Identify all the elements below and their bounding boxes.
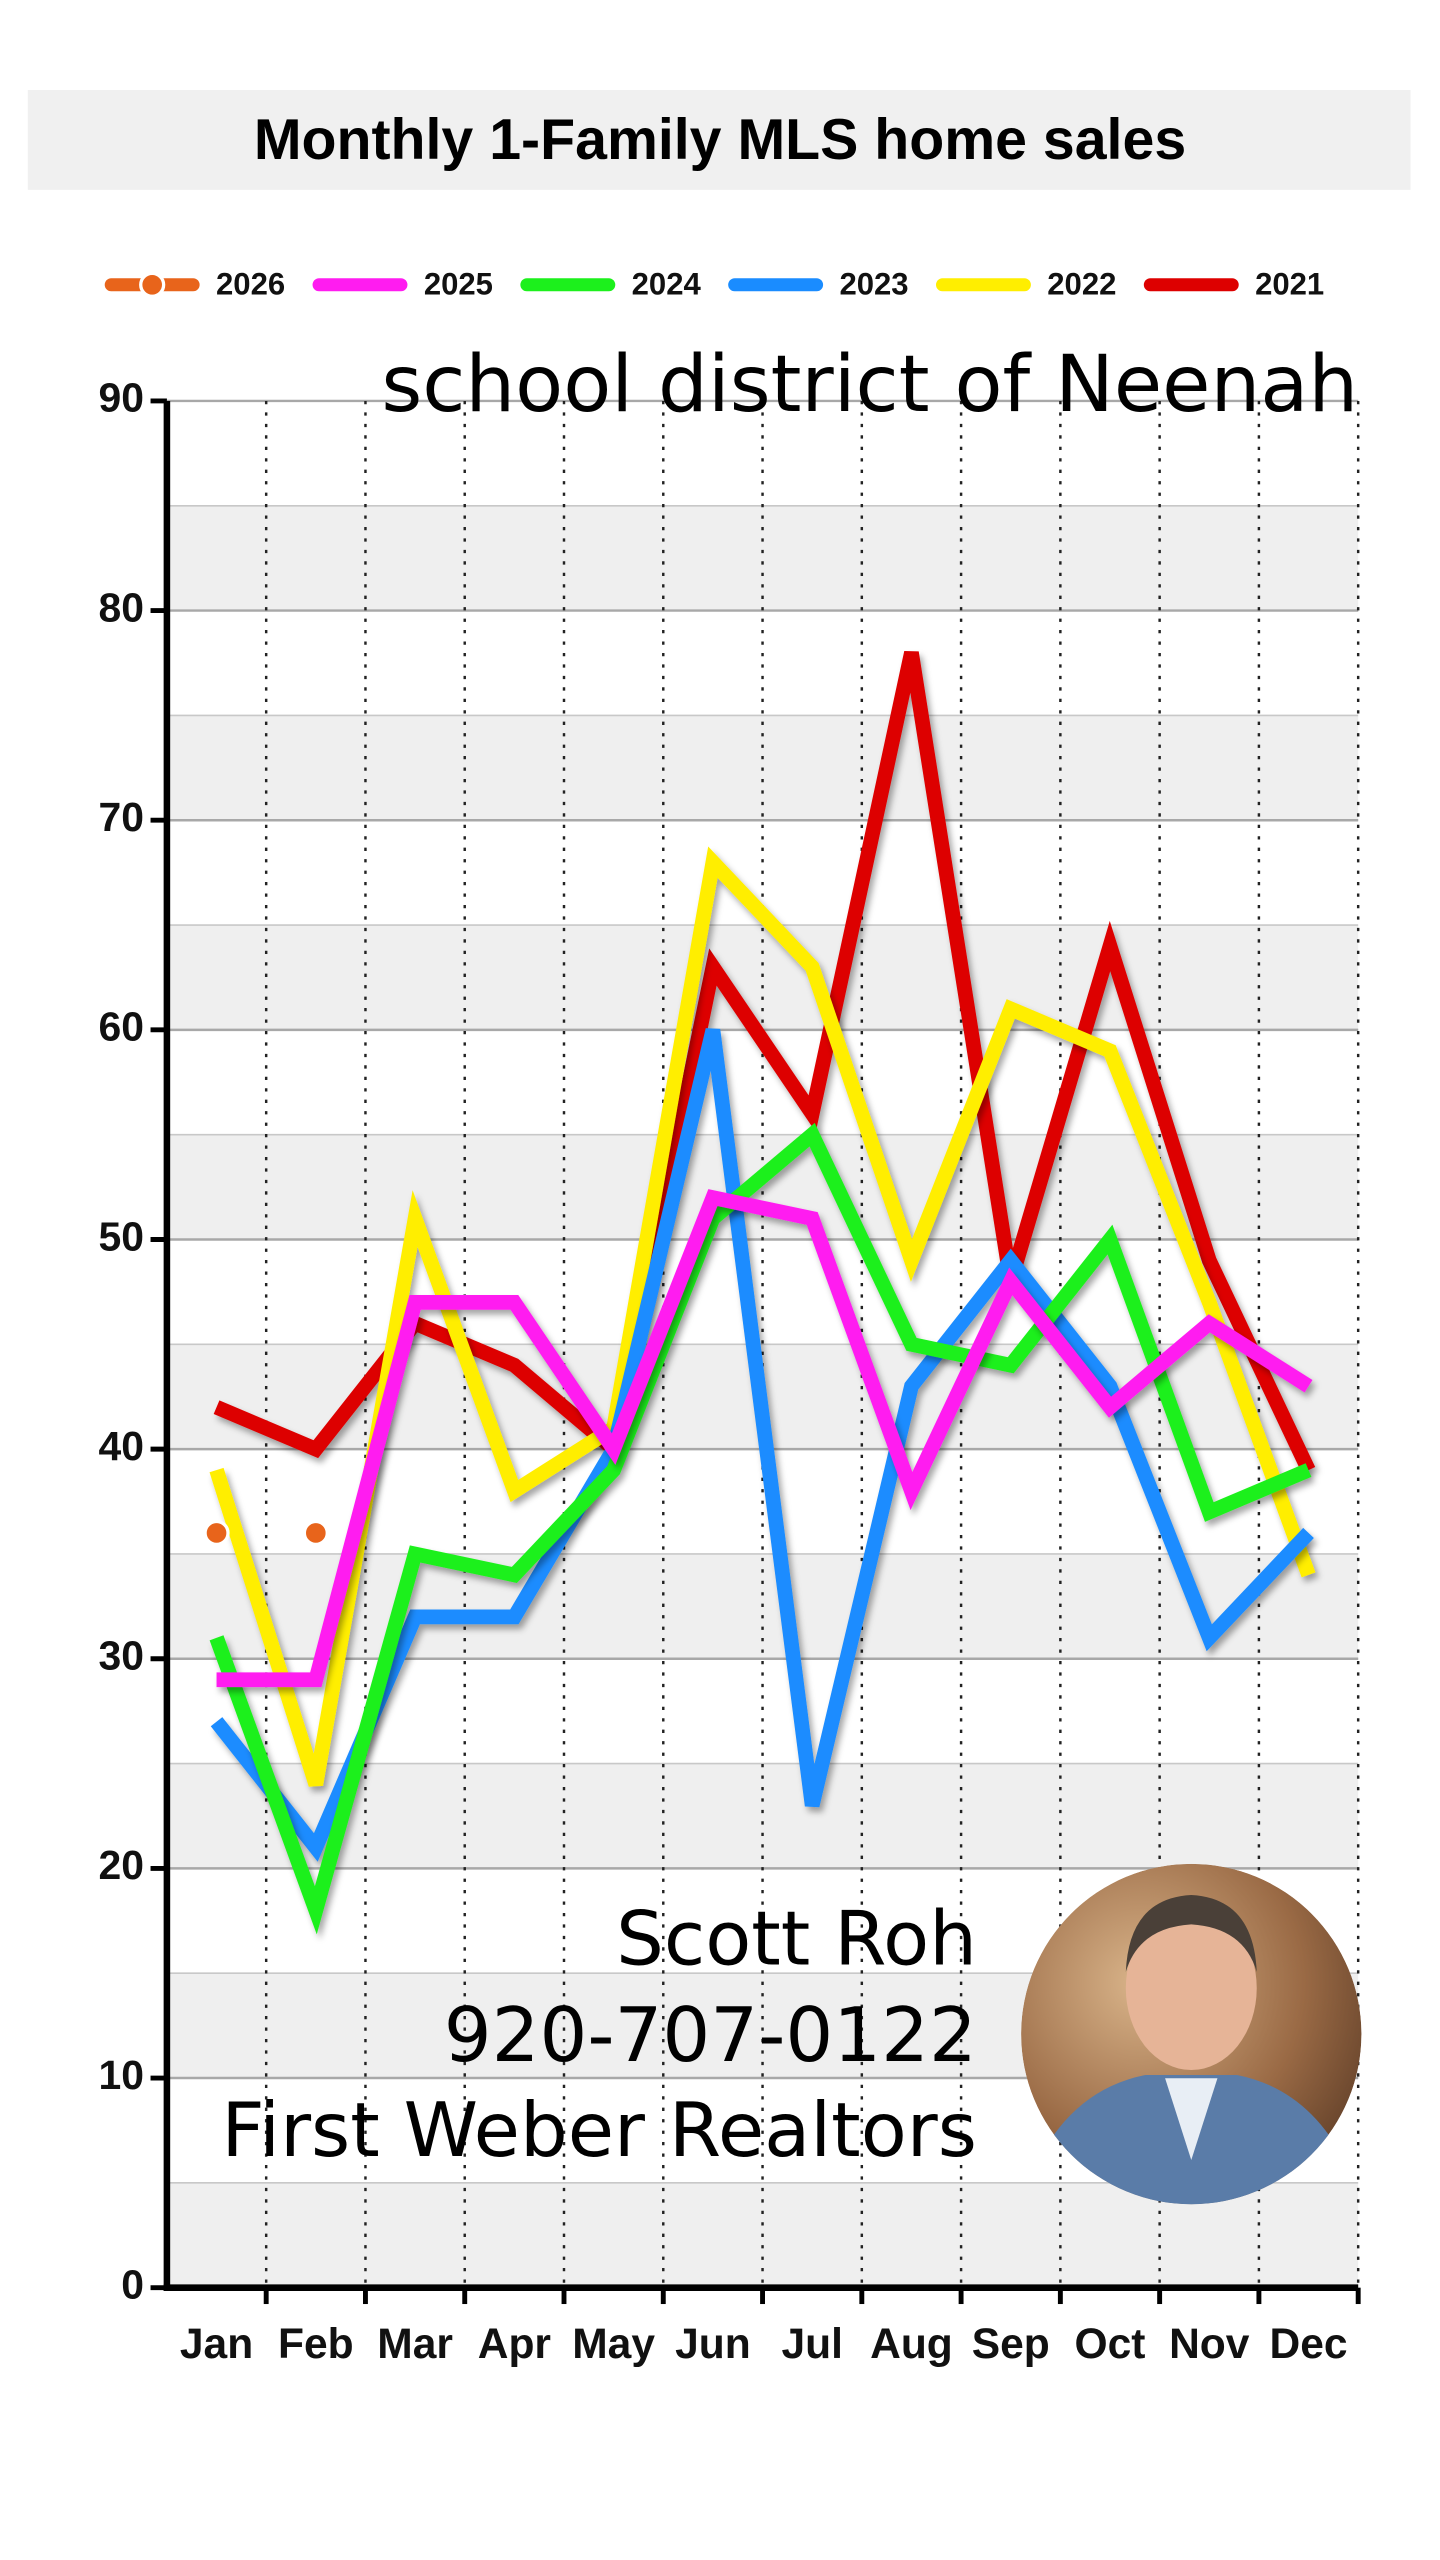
legend-entry: 2024	[520, 267, 702, 302]
legend-label: 2024	[632, 267, 702, 302]
x-tick-label: Jun	[675, 2320, 751, 2368]
y-tick-label: 60	[99, 1004, 144, 1050]
x-tick-label: Mar	[377, 2320, 453, 2368]
x-tick-label: May	[572, 2320, 655, 2368]
annotation: 920-707-0122	[444, 1991, 977, 2079]
y-tick-label: 50	[99, 1213, 144, 1259]
legend-label: 2021	[1255, 267, 1324, 302]
x-tick-label: Feb	[278, 2320, 354, 2368]
y-tick-label: 40	[99, 1423, 144, 1469]
series-marker	[203, 1519, 230, 1547]
legend-entry: 2023	[728, 267, 909, 302]
legend-marker	[139, 271, 166, 298]
legend-entry: 2021	[1143, 267, 1324, 302]
annotation: Scott Roh	[616, 1895, 977, 1983]
x-tick-label: Dec	[1270, 2320, 1348, 2368]
series-marker	[302, 1519, 329, 1547]
x-tick-label: Apr	[478, 2320, 551, 2368]
annotation: First Weber Realtors	[221, 2086, 977, 2174]
chart-title: Monthly 1-Family MLS home sales	[254, 108, 1186, 172]
y-tick-label: 20	[99, 1842, 144, 1888]
y-tick-label: 30	[99, 1633, 144, 1679]
grid-band	[166, 1763, 1359, 1869]
legend-label: 2025	[424, 267, 493, 302]
legend-label: 2026	[216, 267, 285, 302]
legend-label: 2022	[1047, 267, 1116, 302]
series-line	[209, 1122, 1312, 1935]
x-tick-label: Jan	[180, 2320, 253, 2368]
y-tick-label: 90	[99, 375, 144, 421]
agent-photo	[1021, 1863, 1362, 2205]
x-tick-label: Sep	[972, 2320, 1050, 2368]
subtitle: school district of Neenah	[381, 338, 1358, 430]
x-tick-label: Nov	[1169, 2320, 1250, 2368]
y-tick-label: 70	[99, 794, 144, 840]
grid-band	[166, 505, 1359, 611]
legend-entry: 2025	[312, 267, 493, 302]
y-tick-label: 80	[99, 584, 144, 630]
title-band	[27, 90, 1411, 190]
legend-label: 2023	[839, 267, 908, 302]
x-tick-label: Aug	[870, 2320, 953, 2368]
y-tick-label: 10	[99, 2052, 144, 2098]
y-tick-label: 0	[121, 2261, 144, 2307]
x-tick-label: Oct	[1075, 2320, 1146, 2368]
legend-entry: 2022	[936, 267, 1116, 302]
series-line	[210, 1028, 1314, 1862]
x-tick-label: Jul	[781, 2320, 842, 2368]
series-line	[209, 846, 1316, 1787]
legend-entry: 2026	[104, 267, 285, 302]
series-line	[216, 1189, 1313, 1688]
